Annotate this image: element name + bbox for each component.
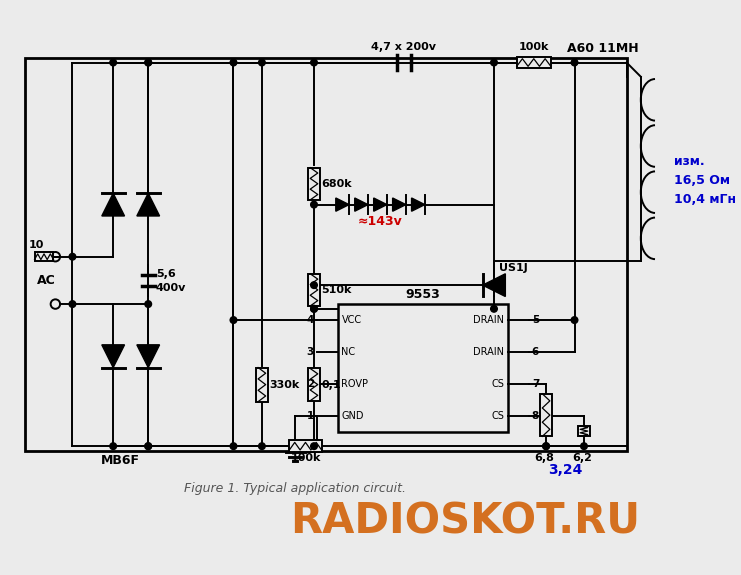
Polygon shape bbox=[336, 198, 349, 211]
Circle shape bbox=[571, 59, 578, 66]
Text: CS: CS bbox=[491, 379, 505, 389]
Polygon shape bbox=[137, 193, 159, 216]
Circle shape bbox=[230, 317, 237, 323]
Text: 0,1: 0,1 bbox=[322, 380, 341, 390]
Text: изм.: изм. bbox=[674, 155, 705, 168]
Circle shape bbox=[145, 301, 152, 308]
Circle shape bbox=[491, 59, 497, 66]
Polygon shape bbox=[102, 345, 124, 367]
Bar bbox=[290, 440, 322, 452]
Bar bbox=[35, 252, 53, 262]
Circle shape bbox=[310, 305, 317, 312]
Text: 330k: 330k bbox=[270, 380, 299, 390]
Text: MB6F: MB6F bbox=[101, 454, 140, 467]
Polygon shape bbox=[411, 198, 425, 211]
Circle shape bbox=[69, 301, 76, 308]
Text: 3,24: 3,24 bbox=[548, 463, 582, 477]
Polygon shape bbox=[102, 193, 124, 216]
Text: DRAIN: DRAIN bbox=[473, 315, 505, 325]
Polygon shape bbox=[482, 274, 505, 297]
Circle shape bbox=[571, 317, 578, 323]
Circle shape bbox=[581, 443, 588, 450]
Bar bbox=[540, 394, 552, 436]
Text: NC: NC bbox=[342, 347, 356, 357]
Text: 4: 4 bbox=[307, 315, 314, 325]
Circle shape bbox=[110, 443, 116, 450]
Bar bbox=[308, 168, 319, 200]
Text: 5,6: 5,6 bbox=[156, 269, 176, 279]
Bar bbox=[578, 426, 590, 436]
Bar bbox=[516, 57, 551, 68]
Text: GND: GND bbox=[342, 411, 364, 421]
Circle shape bbox=[145, 443, 152, 450]
Text: 2: 2 bbox=[307, 379, 314, 389]
Text: 6: 6 bbox=[532, 347, 539, 357]
Text: А60 11МН: А60 11МН bbox=[567, 42, 639, 55]
Circle shape bbox=[491, 305, 497, 312]
Polygon shape bbox=[373, 198, 387, 211]
Circle shape bbox=[69, 254, 76, 260]
Text: DRAIN: DRAIN bbox=[473, 347, 505, 357]
Circle shape bbox=[230, 443, 237, 450]
Text: 8: 8 bbox=[532, 411, 539, 421]
Text: ROVP: ROVP bbox=[342, 379, 368, 389]
Circle shape bbox=[542, 443, 549, 450]
Polygon shape bbox=[355, 198, 368, 211]
Circle shape bbox=[310, 201, 317, 208]
Text: 6,2: 6,2 bbox=[572, 453, 592, 462]
Bar bbox=[308, 369, 319, 401]
Bar bbox=[256, 367, 268, 402]
Text: 510k: 510k bbox=[322, 285, 352, 295]
Text: 100k: 100k bbox=[519, 43, 549, 52]
Circle shape bbox=[542, 443, 549, 450]
Polygon shape bbox=[137, 345, 159, 367]
Text: 680k: 680k bbox=[322, 179, 352, 189]
Circle shape bbox=[310, 305, 317, 312]
Text: VCC: VCC bbox=[342, 315, 362, 325]
Circle shape bbox=[145, 443, 152, 450]
Bar bbox=[338, 304, 508, 432]
Text: 16,5 Ом: 16,5 Ом bbox=[674, 174, 730, 187]
Text: 5: 5 bbox=[532, 315, 539, 325]
Circle shape bbox=[310, 443, 317, 450]
Text: 6,8: 6,8 bbox=[534, 453, 554, 462]
Text: RADIOSKOT.RU: RADIOSKOT.RU bbox=[290, 501, 641, 543]
Text: US1J: US1J bbox=[499, 263, 528, 273]
Text: Figure 1. Typical application circuit.: Figure 1. Typical application circuit. bbox=[184, 482, 406, 495]
Text: 7: 7 bbox=[532, 379, 539, 389]
Circle shape bbox=[110, 59, 116, 66]
Text: 400v: 400v bbox=[156, 283, 186, 293]
Circle shape bbox=[310, 59, 317, 66]
Text: 1: 1 bbox=[307, 411, 314, 421]
Bar bbox=[25, 58, 627, 451]
Circle shape bbox=[230, 59, 237, 66]
Text: CS: CS bbox=[491, 411, 505, 421]
Text: ≈143v: ≈143v bbox=[358, 215, 402, 228]
Text: 100k: 100k bbox=[290, 453, 321, 462]
Text: 10: 10 bbox=[29, 240, 44, 250]
Text: 4,7 x 200v: 4,7 x 200v bbox=[371, 43, 436, 52]
Text: AC: AC bbox=[36, 274, 55, 287]
Circle shape bbox=[145, 59, 152, 66]
Polygon shape bbox=[393, 198, 406, 211]
Bar bbox=[308, 274, 319, 306]
Circle shape bbox=[259, 443, 265, 450]
Circle shape bbox=[145, 59, 152, 66]
Text: 10,4 мГн: 10,4 мГн bbox=[674, 193, 736, 206]
Circle shape bbox=[310, 282, 317, 289]
Circle shape bbox=[259, 59, 265, 66]
Text: 3: 3 bbox=[307, 347, 314, 357]
Text: 9553: 9553 bbox=[405, 288, 440, 301]
